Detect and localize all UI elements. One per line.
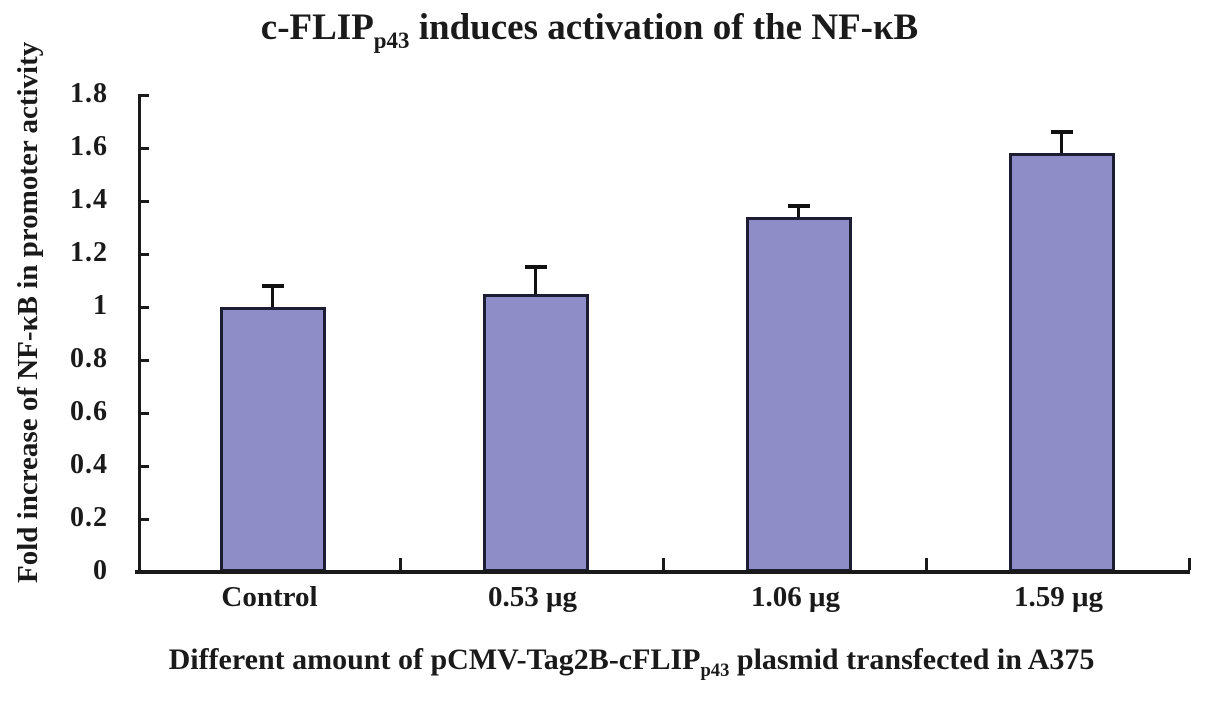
error-bar-whisker	[797, 206, 800, 217]
y-axis-tick	[138, 359, 149, 362]
y-axis-tick-label: 0.2	[70, 502, 108, 533]
y-axis-tick	[138, 94, 149, 97]
chart-title-suffix: induces activation of the NF-κB	[409, 7, 919, 48]
chart-title-subscript: p43	[373, 27, 410, 53]
y-axis-tick	[138, 465, 149, 468]
error-bar-cap	[787, 204, 810, 209]
error-bar-cap	[524, 265, 547, 270]
error-bar-whisker	[1060, 132, 1063, 154]
x-category-label: 1.59 μg	[1014, 581, 1103, 613]
y-axis-tick-label: 1.8	[70, 78, 108, 109]
error-bar-whisker	[271, 285, 274, 307]
plot-area	[138, 95, 1193, 572]
x-axis-tick	[925, 558, 928, 570]
x-axis-label-suffix: plasmid transfected in A375	[729, 643, 1095, 676]
y-axis-tick-label: 0	[93, 555, 108, 586]
y-axis-tick	[138, 518, 149, 521]
error-bar-whisker	[534, 267, 537, 294]
y-axis-tick	[138, 147, 149, 150]
bar-2	[745, 216, 852, 572]
chart-title: c-FLIPp43 induces activation of the NF-κ…	[0, 6, 1179, 53]
bar-3	[1008, 153, 1115, 572]
y-axis-tick	[138, 200, 149, 203]
x-axis-label-subscript: p43	[700, 660, 730, 682]
y-axis-tick-label: 0.8	[70, 343, 108, 374]
x-category-label: 1.06 μg	[751, 581, 840, 613]
x-category-label: 0.53 μg	[488, 581, 577, 613]
y-axis-tick-label: 1.2	[70, 237, 108, 268]
x-axis-tick	[662, 558, 665, 570]
y-axis-tick-label: 1	[93, 290, 108, 321]
x-category-label: Control	[221, 581, 318, 613]
x-axis-label-prefix: Different amount of pCMV-Tag2B-cFLIP	[168, 643, 701, 676]
x-axis-tick	[399, 558, 402, 570]
y-axis-tick	[138, 306, 149, 309]
y-axis-tick	[138, 571, 149, 574]
bar-1	[482, 293, 589, 572]
error-bar-cap	[1050, 130, 1073, 135]
y-axis-tick	[138, 412, 149, 415]
chart-title-prefix: c-FLIP	[260, 7, 374, 48]
y-axis-tick-label: 1.6	[70, 131, 108, 162]
x-axis-tick	[1188, 558, 1191, 570]
bar-0	[219, 307, 326, 572]
y-axis-tick	[138, 253, 149, 256]
y-axis-tick-label: 0.4	[70, 449, 108, 480]
x-axis-label: Different amount of pCMV-Tag2B-cFLIPp43 …	[58, 643, 1205, 681]
error-bar-cap	[261, 283, 284, 288]
y-axis-tick-label: 1.4	[70, 184, 108, 215]
x-axis-line	[135, 570, 1190, 574]
y-axis-tick-label: 0.6	[70, 396, 108, 427]
